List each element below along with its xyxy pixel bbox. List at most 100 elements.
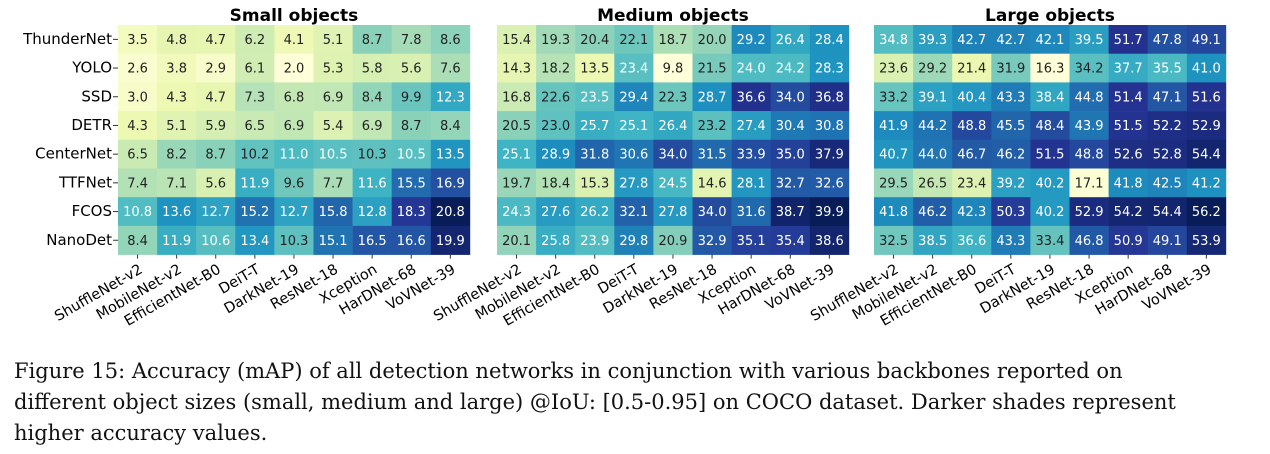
cell-label: 23.4 [957,176,986,191]
cell-label: 32.1 [619,205,648,220]
cell-label: 5.4 [323,119,344,134]
cell-label: 22.6 [541,90,570,105]
cell-label: 24.0 [737,62,766,77]
cell-label: 6.5 [245,119,266,134]
y-tick-label: DETR [71,116,112,134]
heatmap-cell [497,168,537,198]
cell-label: 50.9 [1114,234,1143,249]
cell-label: 44.0 [918,148,947,163]
cell-label: 3.0 [127,90,148,105]
heatmap-cell [196,225,236,255]
cell-label: 18.3 [397,205,426,220]
cell-label: 13.6 [162,205,191,220]
heatmap-cell [952,139,992,169]
cell-label: 33.2 [879,90,908,105]
heatmap-cell [692,82,732,112]
heatmap-cell [1069,82,1109,112]
cell-label: 31.6 [737,205,766,220]
heatmap-cell [196,139,236,169]
cell-label: 4.7 [205,90,226,105]
heatmap-cell [118,25,158,54]
heatmap-cell [352,139,392,169]
y-tick-label: YOLO [71,59,112,77]
heatmap-cell [731,197,771,227]
heatmap-cell [430,111,471,141]
heatmap-cell [653,53,693,83]
cell-label: 42.3 [957,205,986,220]
heatmap-cell [352,197,392,227]
heatmap-cell [536,111,576,141]
cell-label: 40.2 [1035,205,1064,220]
heatmap-cell [430,225,471,255]
heatmap-cell [1108,82,1148,112]
heatmap-cell [497,197,537,227]
heatmap-cell [497,53,537,83]
heatmap-cell [614,139,654,169]
cell-label: 41.0 [1192,62,1221,77]
cell-label: 14.6 [698,176,727,191]
cell-label: 40.2 [1035,176,1064,191]
heatmap-cell [991,25,1031,54]
heatmap-cell [731,225,771,255]
heatmap-cell [1069,53,1109,83]
heatmap-cell [1108,225,1148,255]
cell-label: 30.6 [619,148,648,163]
cell-label: 37.9 [815,148,844,163]
cell-label: 12.7 [201,205,230,220]
cell-label: 23.9 [580,234,609,249]
heatmap-cell [235,111,275,141]
heatmap-cell [575,225,615,255]
heatmap-cell [991,53,1031,83]
cell-label: 11.9 [240,176,269,191]
cell-label: 24.2 [776,62,805,77]
heatmap-cell [313,168,353,198]
cell-label: 7.3 [245,90,266,105]
heatmap-cell [913,53,953,83]
cell-label: 13.5 [580,62,609,77]
heatmap-cell [874,168,914,198]
heatmap-cell [913,139,953,169]
cell-label: 10.6 [201,234,230,249]
heatmap-cell [118,168,158,198]
heatmap-cell [692,111,732,141]
cell-label: 6.9 [362,119,383,134]
heatmap-cell [313,25,353,54]
cell-label: 48.8 [957,119,986,134]
cell-label: 29.2 [737,33,766,48]
heatmap-cell [1186,139,1227,169]
cell-label: 5.1 [323,33,344,48]
cell-label: 19.9 [436,234,465,249]
cell-label: 8.2 [166,148,187,163]
heatmap-cell [991,168,1031,198]
cell-label: 42.5 [1153,176,1182,191]
cell-label: 54.4 [1153,205,1182,220]
cell-label: 52.9 [1192,119,1221,134]
heatmap-cell [157,82,197,112]
heatmap-cell [692,225,732,255]
heatmap-cell [653,168,693,198]
cell-label: 15.3 [580,176,609,191]
cell-label: 19.3 [541,33,570,48]
heatmap-cell [391,53,432,83]
heatmap-cell [391,139,432,169]
cell-label: 52.6 [1114,148,1143,163]
heatmap-cell [1030,139,1070,169]
cell-label: 20.9 [658,234,687,249]
heatmap-cell [313,82,353,112]
heatmap-cell [274,25,314,54]
heatmap-cell [497,111,537,141]
cell-label: 27.4 [737,119,766,134]
heatmap-cell [274,82,314,112]
cell-label: 23.5 [580,90,609,105]
heatmap-cell [653,82,693,112]
cell-label: 44.2 [918,119,947,134]
cell-label: 29.5 [879,176,908,191]
cell-label: 21.4 [957,62,986,77]
heatmap-cell [575,25,615,54]
heatmap-cell [952,111,992,141]
cell-label: 23.6 [879,62,908,77]
cell-label: 28.3 [815,62,844,77]
heatmap-cell [653,139,693,169]
heatmap-cell [313,139,353,169]
